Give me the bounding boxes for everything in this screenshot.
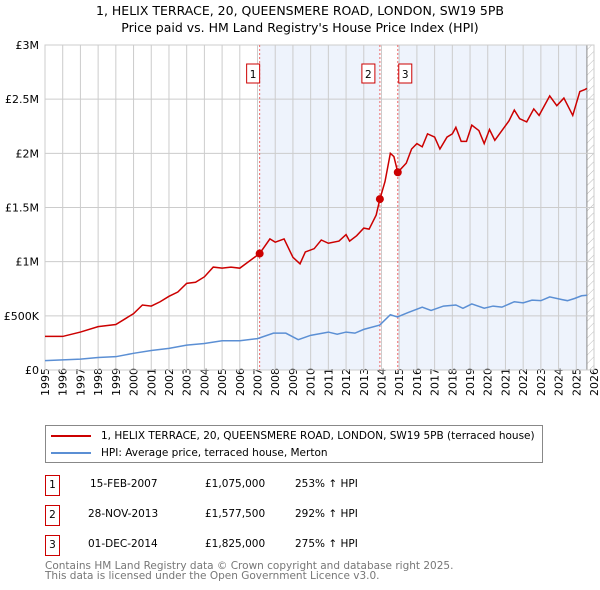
legend: 1, HELIX TERRACE, 20, QUEENSMERE ROAD, L… <box>45 425 543 463</box>
sale-label-box <box>398 63 413 84</box>
x-tick-label: 2018 <box>446 368 459 396</box>
y-tick-label: £0 <box>25 364 39 377</box>
y-tick-label: £2M <box>16 147 40 160</box>
price-chart: 1995 1996 1997 1998 1999 2000 2001 2002 2003 2004… <box>4 39 600 396</box>
y-tick-label: £3M <box>16 39 40 52</box>
sale-label-box <box>246 63 261 84</box>
x-tick-label: 2000 <box>128 368 141 396</box>
transaction-badge: 1 <box>45 475 60 496</box>
chart-title: 1, HELIX TERRACE, 20, QUEENSMERE ROAD, L… <box>96 3 504 18</box>
x-tick-label: 2010 <box>305 368 318 396</box>
x-tick-label: 2016 <box>411 368 424 396</box>
x-tick-label: 2008 <box>269 368 282 396</box>
sale-point <box>393 168 402 177</box>
transaction-price: £1,577,500 <box>205 508 266 520</box>
x-tick-label: 1999 <box>110 368 123 396</box>
sale-label: 3 <box>402 69 409 81</box>
x-tick-label: 2019 <box>464 368 477 396</box>
transaction-hpi: 292% ↑ HPI <box>295 508 358 520</box>
y-tick-label: £500K <box>4 310 40 323</box>
footer-copyright: Contains HM Land Registry data © Crown c… <box>45 560 454 572</box>
x-tick-label: 1997 <box>74 368 87 396</box>
x-tick-label: 1995 <box>39 368 52 396</box>
transaction-date: 15-FEB-2007 <box>90 478 158 490</box>
x-tick-label: 2015 <box>393 368 406 396</box>
legend-item-hpi: HPI: Average price, terraced house, Mert… <box>46 445 328 461</box>
y-tick-label: £1M <box>16 256 40 269</box>
sale-point <box>375 195 384 204</box>
x-tick-label: 2005 <box>216 368 229 396</box>
y-tick-label: £1.5M <box>5 202 39 215</box>
x-tick-label: 2001 <box>145 368 158 396</box>
transaction-hpi: 253% ↑ HPI <box>295 478 358 490</box>
legend-item-property: 1, HELIX TERRACE, 20, QUEENSMERE ROAD, L… <box>46 428 535 444</box>
x-tick-label: 2023 <box>535 368 548 396</box>
transaction-badge: 3 <box>45 535 60 556</box>
transaction-date: 01-DEC-2014 <box>88 538 158 550</box>
transaction-price: £1,075,000 <box>205 478 266 490</box>
y-tick-label: £2.5M <box>5 93 39 106</box>
hpi-line <box>44 294 587 362</box>
sale-point <box>255 249 264 258</box>
sale-label-box <box>361 63 376 84</box>
legend-label-property: 1, HELIX TERRACE, 20, QUEENSMERE ROAD, L… <box>101 430 535 442</box>
x-tick-label: 2022 <box>517 368 530 396</box>
x-tick-label: 2004 <box>198 368 211 396</box>
x-tick-label: 2011 <box>322 368 335 396</box>
property-price-line <box>45 87 588 338</box>
transaction-hpi: 275% ↑ HPI <box>295 538 358 550</box>
x-tick-label: 2026 <box>588 368 600 396</box>
x-tick-label: 2020 <box>482 368 495 396</box>
x-tick-label: 2025 <box>570 368 583 396</box>
legend-label-hpi: HPI: Average price, terraced house, Mert… <box>101 447 328 459</box>
x-tick-label: 2012 <box>340 368 353 396</box>
x-tick-label: 2013 <box>358 368 371 396</box>
plot-border <box>44 44 595 371</box>
sale-label: 1 <box>250 69 257 81</box>
x-tick-label: 2006 <box>234 368 247 396</box>
legend-swatch-property <box>51 435 91 437</box>
x-tick-label: 2007 <box>252 368 265 396</box>
transaction-date: 28-NOV-2013 <box>88 508 159 520</box>
x-tick-label: 1996 <box>57 368 70 396</box>
legend-swatch-hpi <box>51 452 91 454</box>
x-tick-label: 2003 <box>181 368 194 396</box>
x-tick-label: 2024 <box>553 368 566 396</box>
chart-subtitle: Price paid vs. HM Land Registry's House … <box>121 20 479 35</box>
x-tick-label: 2021 <box>499 368 512 396</box>
sale-label: 2 <box>365 69 372 81</box>
x-tick-label: 2002 <box>163 368 176 396</box>
x-tick-label: 2009 <box>287 368 300 396</box>
x-tick-label: 2014 <box>375 368 388 396</box>
x-tick-label: 1998 <box>92 368 105 396</box>
x-tick-label: 2017 <box>429 368 442 396</box>
footer-licence: This data is licensed under the Open Gov… <box>45 570 380 582</box>
transaction-price: £1,825,000 <box>205 538 266 550</box>
transaction-badge: 2 <box>45 505 60 526</box>
